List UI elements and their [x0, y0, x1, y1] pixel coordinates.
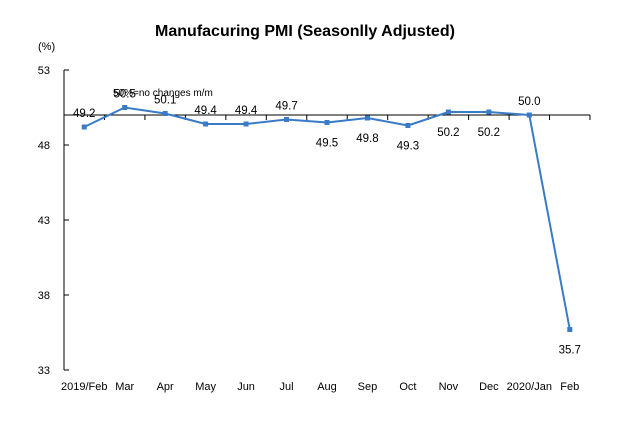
data-point-marker [122, 105, 128, 110]
x-tick-label: Feb [560, 381, 579, 393]
y-axis-unit-label: (%) [38, 41, 55, 53]
y-tick-label: 48 [38, 140, 50, 152]
x-tick-label: Dec [479, 381, 499, 393]
data-point-marker [243, 121, 249, 127]
data-label: 35.7 [559, 345, 581, 357]
y-tick-label: 53 [38, 65, 50, 77]
x-tick-label: Apr [157, 381, 174, 393]
data-label: 49.2 [73, 108, 95, 120]
x-tick-label: 2020/Jan [507, 381, 552, 393]
x-tick-label: Aug [317, 381, 337, 393]
data-point-marker [81, 124, 87, 130]
y-tick-label: 43 [38, 215, 50, 227]
data-point-marker [203, 121, 209, 127]
data-label: 49.8 [356, 133, 378, 145]
data-point-marker [162, 111, 168, 116]
x-tick-label: Jul [280, 381, 294, 393]
data-label: 49.4 [194, 105, 217, 117]
data-labels-layer: 49.2 50.5 50.1 49.4 49.4 49.7 49.5 49.8 49.3 50.2… [73, 89, 581, 357]
data-label: 50.1 [154, 95, 176, 107]
data-point-marker [284, 117, 290, 122]
x-tick-label: Oct [399, 381, 416, 393]
y-tick-label: 33 [38, 365, 50, 377]
x-tick-label: May [195, 381, 216, 393]
x-tick-label: Mar [115, 381, 134, 393]
data-point-marker [567, 327, 573, 332]
data-point-marker [526, 112, 532, 118]
data-label: 50.2 [437, 127, 459, 139]
data-point-marker [324, 120, 330, 125]
x-tick-label: 2019/Feb [61, 381, 107, 393]
series-layer [81, 105, 573, 332]
data-label: 49.3 [397, 141, 419, 153]
x-tick-label: Nov [439, 381, 459, 393]
data-label: 49.4 [235, 105, 258, 117]
reference-line-note: 50%=no changes m/m [113, 88, 213, 99]
data-label: 50.5 [113, 89, 135, 101]
data-label: 49.7 [275, 101, 297, 113]
data-point-marker [445, 109, 451, 115]
chart-title: Manufacuring PMI (Seasonlly Adjusted) [155, 23, 455, 40]
data-point-marker [486, 109, 492, 115]
data-label: 50.2 [478, 127, 500, 139]
data-label: 50.0 [518, 96, 540, 108]
data-point-marker [364, 115, 370, 121]
reference-line-layer: 50%=no changes m/m [64, 88, 591, 120]
data-point-marker [405, 123, 411, 128]
axes-layer: 53 48 43 38 33 2019/Feb Mar Apr May Jun Jul Aug Sep O… [38, 65, 580, 393]
x-tick-label: Jun [237, 381, 255, 393]
y-tick-label: 38 [38, 290, 50, 302]
data-label: 49.5 [316, 138, 338, 150]
x-tick-label: Sep [358, 381, 378, 393]
